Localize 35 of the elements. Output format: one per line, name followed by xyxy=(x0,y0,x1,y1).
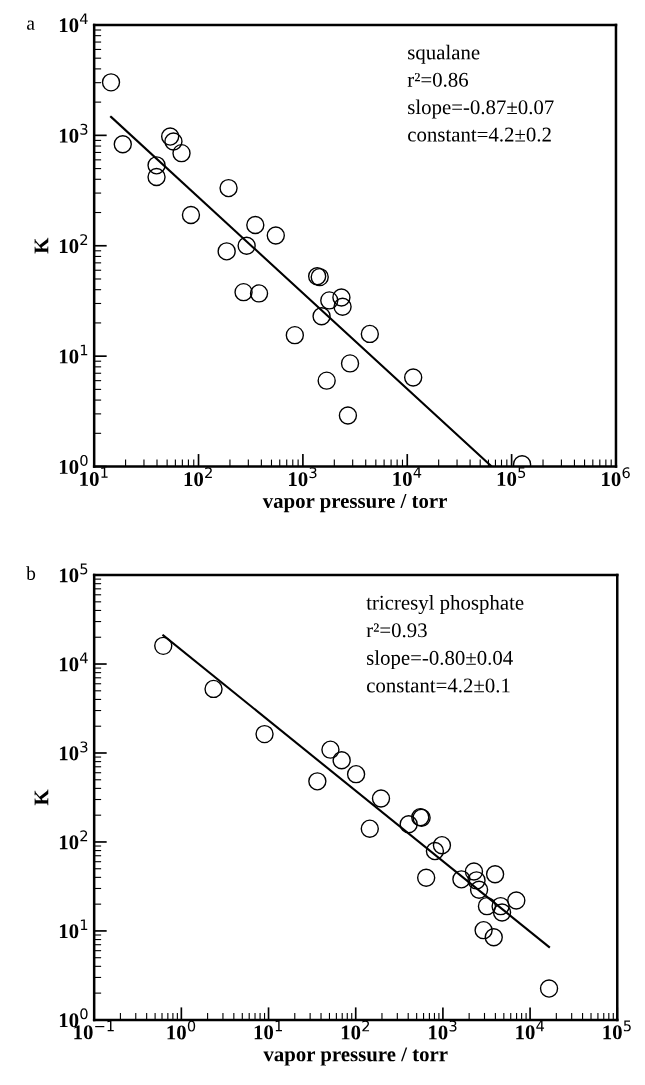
x-tick-label: 10$^{4}$ xyxy=(393,467,422,486)
y-axis-title: K xyxy=(34,237,49,254)
y-tick-label: 10$^{3}$ xyxy=(59,741,88,761)
y-tick-label: 10$^{4}$ xyxy=(59,13,88,33)
x-tick-label: 10$^{3}$ xyxy=(289,467,317,487)
x-tick-label: 10$^{2}$ xyxy=(184,467,212,487)
x-tick-label: 10$^{6}$ xyxy=(602,467,630,487)
x-axis-title: vapor pressure / torr xyxy=(262,494,447,513)
y-tick-label: 10$^{3}$ xyxy=(59,123,88,143)
annotation: r²=0.86 xyxy=(407,72,469,87)
y-tick-label: 10$^{1}$ xyxy=(59,344,88,364)
annotation: tricresyl phosphate xyxy=(366,595,524,615)
y-tick-label: 10$^{2}$ xyxy=(59,234,88,254)
annotation: slope=-0.80±0.04 xyxy=(367,650,513,670)
x-tick-label: 10$^{3}$ xyxy=(429,1020,457,1040)
text: a xyxy=(27,20,35,30)
x-tick-label: 10$^{1}$ xyxy=(80,467,108,486)
text: b xyxy=(26,566,36,580)
annotation: squalane xyxy=(408,44,480,64)
x-axis-title: vapor pressure / torr xyxy=(263,1047,448,1066)
annotation: slope=-0.87±0.07 xyxy=(408,99,554,119)
x-tick-label: 10$^{1}$ xyxy=(254,1020,282,1040)
x-tick-label: 10$^{0}$ xyxy=(167,1020,196,1040)
annotation: constant=4.2±0.2 xyxy=(408,127,551,142)
y-tick-label: 10$^{4}$ xyxy=(59,652,88,672)
x-tick-label: 10$^{2}$ xyxy=(341,1020,370,1040)
x-tick-label: 10$^{5}$ xyxy=(497,467,526,486)
x-tick-label: 10$^{4}$ xyxy=(516,1020,545,1040)
y-axis-title: K xyxy=(34,789,49,806)
annotation: constant=4.2±0.1 xyxy=(366,678,510,693)
y-tick-label: 10$^{5}$ xyxy=(59,563,88,583)
y-tick-label: 10$^{1}$ xyxy=(59,919,88,939)
y-tick-label: 10$^{2}$ xyxy=(59,830,88,850)
x-tick-label: 10$^{5}$ xyxy=(603,1020,631,1040)
annotation: r²=0.93 xyxy=(366,623,427,638)
